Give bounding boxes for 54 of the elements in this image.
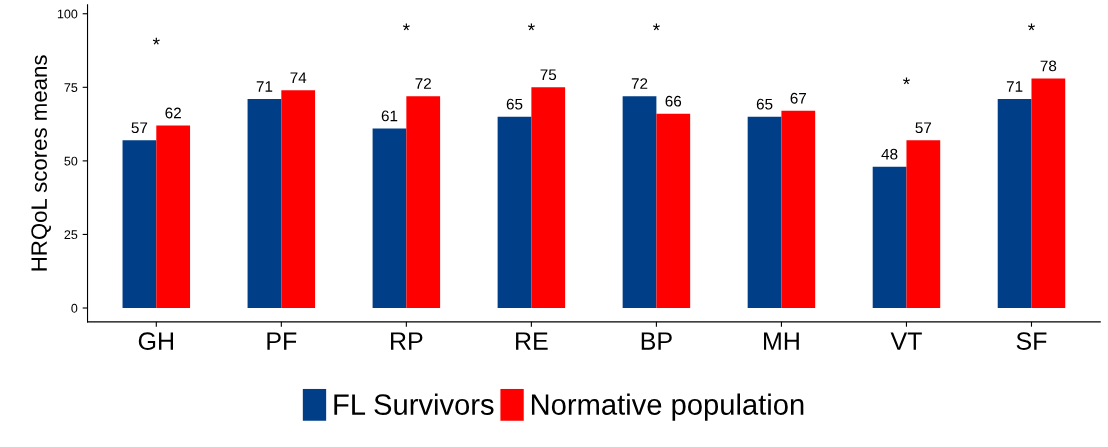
y-tick-label: 75 xyxy=(64,83,78,92)
data-label: 66 xyxy=(665,95,682,107)
bar xyxy=(122,140,157,309)
data-label: 67 xyxy=(790,92,807,104)
x-tick-label: BP xyxy=(641,332,672,350)
data-label: 75 xyxy=(540,69,557,81)
bar xyxy=(906,140,941,309)
x-tick-label: RE xyxy=(516,332,548,350)
x-tick-label: MH xyxy=(764,332,799,350)
bar xyxy=(406,96,441,309)
bar xyxy=(156,125,191,309)
bar xyxy=(997,99,1032,309)
y-axis-title: HRQoL scores means xyxy=(31,55,51,271)
data-label: 57 xyxy=(915,122,932,134)
bar xyxy=(531,87,566,309)
bar xyxy=(281,90,316,309)
x-tick-label: SF xyxy=(1016,332,1047,350)
annotation: * xyxy=(902,77,910,85)
x-tick-label: PF xyxy=(267,332,297,350)
data-label: 74 xyxy=(290,72,307,83)
annotation: * xyxy=(527,23,535,31)
y-tick-label: 50 xyxy=(64,156,78,166)
legend-label: Normative population xyxy=(531,393,804,421)
bar xyxy=(497,116,532,309)
bar xyxy=(247,99,282,309)
data-label: 65 xyxy=(756,98,773,110)
data-label: 71 xyxy=(256,81,273,92)
data-label: 57 xyxy=(131,122,148,134)
bar xyxy=(656,113,691,309)
annotation: * xyxy=(652,23,660,31)
data-label: 71 xyxy=(1006,81,1023,92)
x-tick-label: GH xyxy=(138,332,174,350)
annotation: * xyxy=(402,23,410,31)
data-label: 72 xyxy=(631,78,648,89)
data-label: 61 xyxy=(381,110,398,122)
bar xyxy=(622,96,657,309)
x-tick-label: RP xyxy=(391,332,423,350)
y-tick-label: 100 xyxy=(57,9,78,19)
bar xyxy=(781,110,816,309)
data-label: 48 xyxy=(881,148,898,160)
data-label: 72 xyxy=(415,78,431,89)
data-label: 65 xyxy=(506,98,523,110)
bar xyxy=(372,128,407,309)
bar xyxy=(872,166,907,309)
legend-label: FL Survivors xyxy=(334,393,494,415)
annotation: * xyxy=(1028,23,1035,31)
bar xyxy=(1031,78,1066,309)
data-label: 78 xyxy=(1040,60,1057,72)
y-tick-label: 25 xyxy=(64,230,78,240)
y-tick-label: 0 xyxy=(71,303,78,313)
annotation: * xyxy=(152,37,160,45)
x-tick-label: VT xyxy=(890,332,922,350)
data-label: 62 xyxy=(165,107,181,119)
bar xyxy=(747,116,782,309)
